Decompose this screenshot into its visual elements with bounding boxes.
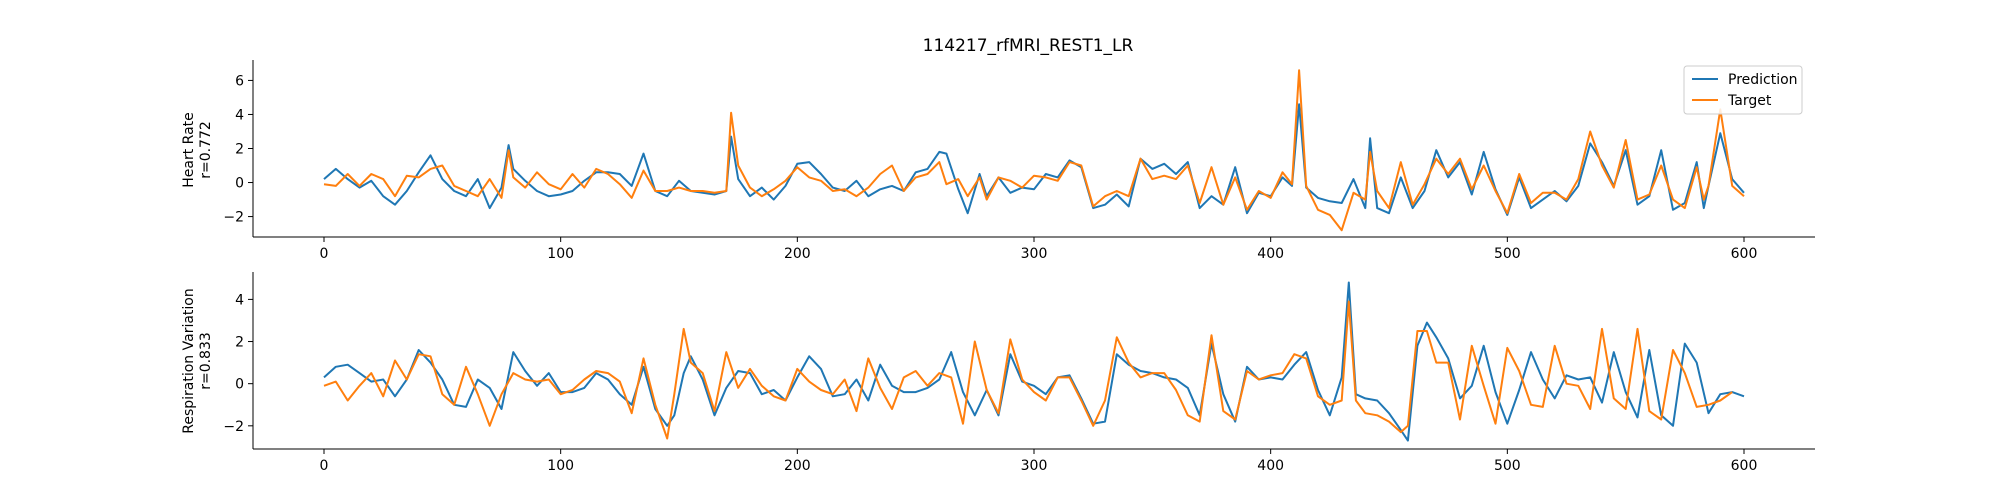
heart-rate-target-line [323,69,1745,232]
heart-rate-x-tick-label: 600 [1731,246,1758,262]
respiration-x-tick-label: 0 [320,458,329,474]
respiration-prediction-line [323,281,1745,442]
heart-rate-correlation: r=0.772 [198,121,214,179]
heart-rate-lines [323,69,1745,232]
respiration-target-line [323,300,1733,440]
heart-rate-axes: 0 100 200 300 400 500 600 −2 0 2 4 6 [223,60,1815,262]
respiration-panel: 0 100 200 300 400 500 600 −2 0 2 4 Respiration Var… [181,272,1815,474]
heart-rate-x-tick-label: 0 [320,246,329,262]
respiration-x-tick-label: 200 [784,458,811,474]
heart-rate-panel: 0 100 200 300 400 500 600 −2 0 2 4 6 Heart Rate r=0… [181,60,1815,262]
heart-rate-x-tick-label: 100 [547,246,574,262]
respiration-y-tick-label: 4 [235,292,244,308]
respiration-x-tick-label: 600 [1731,458,1758,474]
respiration-y-tick-label: 0 [235,377,244,393]
legend: Prediction Target [1683,65,1803,115]
heart-rate-x-tick-label: 200 [784,246,811,262]
heart-rate-y-tick-label: 6 [235,73,244,89]
respiration-y-tick-label: 2 [235,335,244,351]
heart-rate-prediction-line [323,103,1745,216]
respiration-x-tick-label: 100 [547,458,574,474]
legend-label-target: Target [1727,93,1772,109]
respiration-correlation: r=0.833 [198,332,214,390]
respiration-lines [323,281,1745,442]
respiration-x-tick-label: 500 [1494,458,1521,474]
respiration-x-tick-label: 400 [1257,458,1284,474]
heart-rate-x-tick-label: 500 [1494,246,1521,262]
respiration-axes: 0 100 200 300 400 500 600 −2 0 2 4 [223,272,1815,474]
heart-rate-y-tick-label: 2 [235,142,244,158]
chart-title: 114217_rfMRI_REST1_LR [923,36,1134,56]
respiration-ylabel: Respiration Variation [181,288,197,434]
respiration-y-tick-label: −2 [223,419,244,435]
heart-rate-x-tick-label: 400 [1257,246,1284,262]
respiration-x-tick-label: 300 [1021,458,1048,474]
heart-rate-x-tick-label: 300 [1021,246,1048,262]
heart-rate-y-tick-label: 4 [235,107,244,123]
heart-rate-y-tick-label: −2 [223,210,244,226]
heart-rate-y-tick-label: 0 [235,176,244,192]
heart-rate-ylabel: Heart Rate [181,112,197,188]
legend-label-prediction: Prediction [1728,72,1798,88]
